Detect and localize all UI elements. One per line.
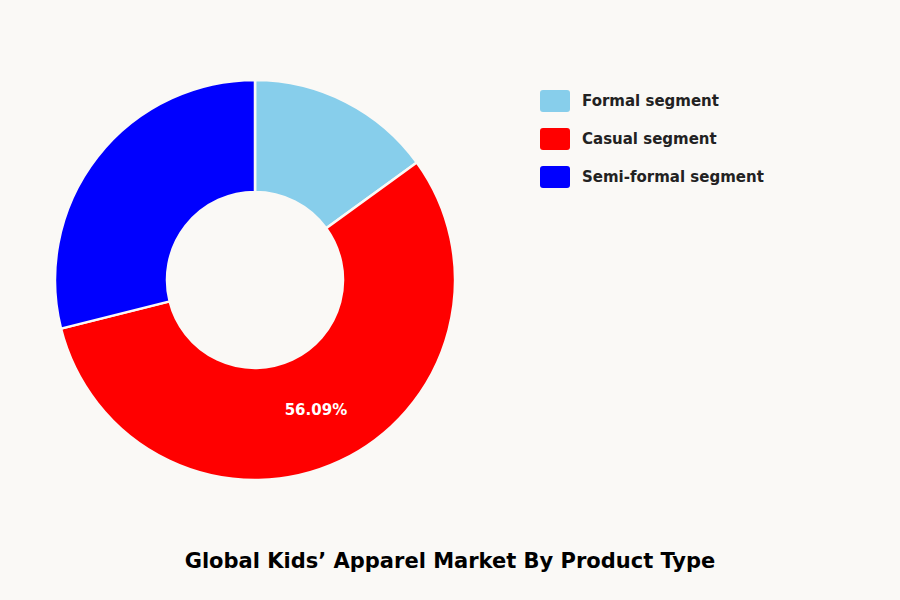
data-labels: 56.09% xyxy=(285,401,347,419)
data-label: 56.09% xyxy=(285,401,347,419)
chart: 56.09% Formal segment Casual segment Semi-f… xyxy=(0,0,900,600)
donut xyxy=(55,80,455,480)
legend-label: Semi-formal segment xyxy=(582,168,764,186)
legend-swatch xyxy=(540,166,570,188)
legend: Formal segment Casual segment Semi-formal … xyxy=(540,90,764,188)
legend-label: Formal segment xyxy=(582,92,719,110)
background xyxy=(0,0,900,600)
title: Global Kids’ Apparel Market By Product T… xyxy=(185,549,716,573)
donut-slice xyxy=(55,80,255,329)
legend-swatch xyxy=(540,90,570,112)
legend-label: Casual segment xyxy=(582,130,717,148)
legend-swatch xyxy=(540,128,570,150)
